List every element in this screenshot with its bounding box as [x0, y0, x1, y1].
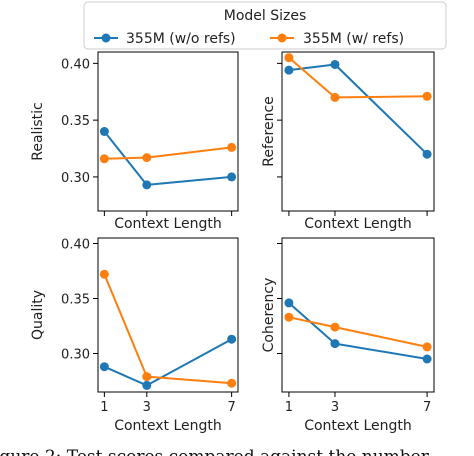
plot-frame [97, 51, 239, 212]
y-tick-label: 0.35 [61, 114, 90, 129]
x-tick-label: 1 [100, 400, 108, 415]
data-point [284, 65, 294, 75]
series-line [288, 63, 428, 155]
legend-entry-label: 355M (w/ refs) [303, 31, 404, 47]
legend-frame [83, 1, 447, 50]
series-line [288, 316, 428, 348]
data-point [99, 154, 109, 164]
series-line [288, 302, 428, 360]
x-tick-label: 3 [143, 400, 151, 415]
data-point [227, 172, 237, 182]
y-axis-label: Realistic [30, 102, 46, 160]
legend-title: Model Sizes [224, 8, 307, 24]
y-tick-label: 0.40 [61, 238, 90, 253]
subplot-quality: 1 3 7 0.30 0.35 0.40 Context Length Quality [30, 237, 239, 434]
data-point [330, 339, 340, 349]
data-point [227, 334, 237, 344]
x-tick-label: 7 [227, 400, 235, 415]
subplots: 0.30 0.35 0.40 Context Length Realistic Conte… [30, 51, 435, 434]
data-point [142, 153, 152, 163]
series-line [103, 273, 232, 385]
legend: Model Sizes 355M (w/o refs) 355M (w/ ref… [83, 1, 447, 50]
x-axis-label: Context Length [304, 216, 412, 232]
data-point [99, 127, 109, 136]
data-point [422, 91, 432, 101]
data-point [227, 142, 237, 152]
plot-frame [97, 237, 239, 393]
data-point [99, 362, 109, 372]
subplot-realistic: 0.30 0.35 0.40 Context Length Realistic [30, 51, 239, 232]
x-tick-label: 7 [423, 400, 431, 415]
data-point [284, 298, 294, 308]
plot-frame [281, 51, 435, 212]
y-tick-label: 0.30 [61, 348, 90, 363]
legend-marker-dot-blue [101, 33, 111, 43]
data-point [142, 180, 152, 190]
y-axis-label: Reference [261, 96, 277, 167]
data-point [142, 380, 152, 390]
y-axis-label: Coherency [261, 278, 277, 353]
x-axis-label: Context Length [114, 216, 222, 232]
x-tick-label: 3 [331, 400, 339, 415]
data-point [284, 53, 294, 63]
x-axis-label: Context Length [304, 418, 412, 434]
plot-frame [281, 237, 435, 393]
legend-entry-label: 355M (w/o refs) [126, 31, 236, 47]
data-point [142, 372, 152, 382]
y-tick-label: 0.30 [61, 171, 90, 186]
x-tick-label: 1 [285, 400, 293, 415]
legend-marker-dot-orange [277, 33, 287, 43]
y-tick-label: 0.40 [61, 57, 90, 72]
series-line [288, 56, 428, 99]
figure-caption: igure 2: Test scores compared against th… [0, 447, 430, 456]
y-tick-label: 0.35 [61, 293, 90, 308]
data-point [422, 149, 432, 159]
x-axis-label: Context Length [114, 418, 222, 434]
data-point [227, 378, 237, 388]
y-axis-label: Quality [30, 290, 46, 340]
data-point [284, 312, 294, 322]
data-point [422, 354, 432, 364]
data-point [99, 269, 109, 279]
subplot-reference: Context Length Reference [261, 51, 435, 232]
subplot-coherency: 1 3 7 Context Length Coherency [261, 237, 435, 434]
data-point [330, 92, 340, 102]
data-point [330, 322, 340, 332]
data-point [330, 59, 340, 69]
data-point [422, 342, 432, 352]
